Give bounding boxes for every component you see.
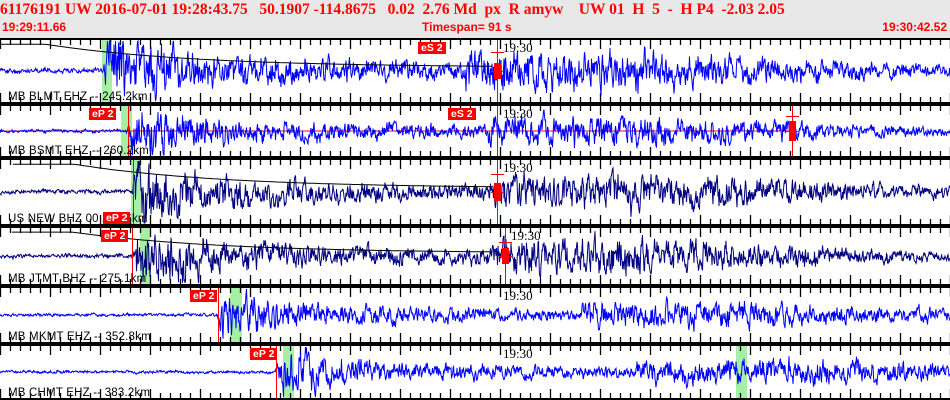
phase-pick-line[interactable] <box>132 228 133 284</box>
time-tick-label: 19:30 <box>503 160 533 175</box>
phase-pick-line[interactable] <box>218 288 219 342</box>
coda-crossbar-1 <box>491 71 504 72</box>
waveform-trace <box>0 346 950 398</box>
station-label: MB BSMT EHZ -- 260.2km <box>8 145 149 157</box>
coda-crossbar-0 <box>786 116 799 117</box>
trace-panel-new[interactable]: eP 2 19:30 US NEW BHZ 00 269.6km <box>0 158 950 226</box>
station-label: MB JTMT BHZ -- 275.1km <box>8 273 147 285</box>
station-label: MB BLMT EHZ -- 245.2km <box>8 91 148 103</box>
start-time-label: 19:29:11.66 <box>2 20 67 34</box>
coda-crossbar-0 <box>491 52 504 53</box>
time-tick-label: 19:30 <box>511 228 541 243</box>
phase-pick-label[interactable]: eP 2 <box>89 108 117 120</box>
waveform-trace <box>0 160 950 224</box>
waveform-trace <box>0 288 950 339</box>
phase-pick-label[interactable]: eS 2 <box>448 108 476 120</box>
event-header: 61176191 UW 2016-07-01 19:28:43.75 50.19… <box>0 1 785 18</box>
station-label: MB MKMT EHZ -- 352.8km <box>8 331 151 343</box>
station-label: US NEW BHZ 00 269.6km <box>8 213 148 225</box>
phase-pick-label[interactable]: eS 2 <box>418 42 446 54</box>
phase-pick-label[interactable]: eP 2 <box>190 290 218 302</box>
trace-panel-blmt[interactable]: eS 2 19:30 MB BLMT EHZ -- 245.2km <box>0 38 950 104</box>
coda-crossbar-0 <box>491 174 504 175</box>
coda-crossbar-1 <box>499 256 512 257</box>
trace-panel-mkmt[interactable]: eP 2 19:30 MB MKMT EHZ -- 352.8km <box>0 286 950 344</box>
time-tick-label: 19:30 <box>503 40 533 55</box>
coda-crossbar-1 <box>786 131 799 132</box>
coda-envelope-curve <box>0 43 493 67</box>
trace-panel-bsmt[interactable]: eP 2 eS 2 19:30 MB BSMT EHZ -- 260.2km <box>0 104 950 158</box>
phase-pick-line[interactable] <box>133 160 134 224</box>
phase-pick-label[interactable]: eP 2 <box>250 348 278 360</box>
time-tick-label: 19:30 <box>503 346 533 361</box>
pick-window-band <box>283 346 294 398</box>
pick-window-band <box>102 40 112 102</box>
time-header: 19:29:11.66 Timespan= 91 s 19:30:42.52 <box>0 20 950 34</box>
station-label: MB CHMT EHZ -- 383.2km <box>8 387 151 399</box>
timespan-label: Timespan= 91 s <box>422 20 512 34</box>
waveform-trace <box>0 40 950 102</box>
coda-crossbar-1 <box>491 192 504 193</box>
phase-pick-line[interactable] <box>497 106 498 156</box>
phase-pick-label[interactable]: eP 2 <box>101 230 129 242</box>
coda-envelope-curve <box>12 231 493 253</box>
phase-pick-label[interactable]: eP 2 <box>103 212 131 224</box>
time-tick-label: 19:30 <box>503 106 533 121</box>
trace-panel-chmt[interactable]: eP 2 19:30 MB CHMT EHZ -- 383.2km <box>0 344 950 400</box>
time-tick-label: 19:30 <box>503 288 533 303</box>
coda-envelope-curve <box>13 163 493 188</box>
trace-panel-jtmt[interactable]: eP 2 19:30 MB JTMT BHZ -- 275.1km <box>0 226 950 286</box>
phase-pick-line[interactable] <box>276 346 277 398</box>
coda-crossbar-0 <box>499 242 512 243</box>
end-time-label: 19:30:42.52 <box>882 20 947 34</box>
waveform-trace <box>0 231 950 284</box>
phase-pick-line[interactable] <box>128 106 129 156</box>
